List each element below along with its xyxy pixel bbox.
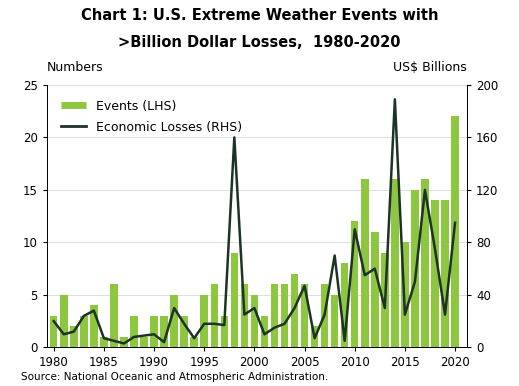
Bar [321, 284, 329, 347]
Bar [371, 232, 378, 347]
Bar [452, 117, 459, 347]
Bar [230, 253, 238, 347]
Bar [341, 263, 348, 347]
Text: US$ Billions: US$ Billions [393, 61, 467, 74]
Bar [120, 337, 128, 347]
Bar [50, 316, 58, 347]
Bar [70, 327, 77, 347]
Bar [221, 316, 228, 347]
Bar [60, 295, 67, 347]
Text: Chart 1: U.S. Extreme Weather Events with: Chart 1: U.S. Extreme Weather Events wit… [81, 8, 438, 23]
Bar [361, 179, 368, 347]
Bar [140, 337, 148, 347]
Bar [261, 316, 268, 347]
Legend: Events (LHS), Economic Losses (RHS): Events (LHS), Economic Losses (RHS) [57, 96, 246, 137]
Bar [421, 179, 429, 347]
Bar [271, 284, 278, 347]
Bar [241, 284, 248, 347]
Bar [301, 284, 308, 347]
Bar [130, 316, 138, 347]
Text: Source: National Oceanic and Atmospheric Administration.: Source: National Oceanic and Atmospheric… [21, 372, 328, 382]
Bar [401, 242, 408, 347]
Bar [331, 295, 338, 347]
Bar [311, 327, 318, 347]
Text: >Billion Dollar Losses,  1980-2020: >Billion Dollar Losses, 1980-2020 [118, 35, 401, 50]
Bar [80, 316, 88, 347]
Bar [90, 305, 98, 347]
Bar [211, 284, 218, 347]
Bar [100, 337, 107, 347]
Text: Numbers: Numbers [47, 61, 103, 74]
Bar [251, 295, 258, 347]
Bar [391, 179, 399, 347]
Bar [281, 284, 288, 347]
Bar [381, 253, 389, 347]
Bar [190, 337, 198, 347]
Bar [160, 316, 168, 347]
Bar [411, 190, 419, 347]
Bar [291, 274, 298, 347]
Bar [200, 295, 208, 347]
Bar [170, 295, 178, 347]
Bar [351, 222, 359, 347]
Bar [441, 200, 449, 347]
Bar [431, 200, 439, 347]
Bar [110, 284, 118, 347]
Bar [181, 316, 188, 347]
Bar [151, 316, 158, 347]
